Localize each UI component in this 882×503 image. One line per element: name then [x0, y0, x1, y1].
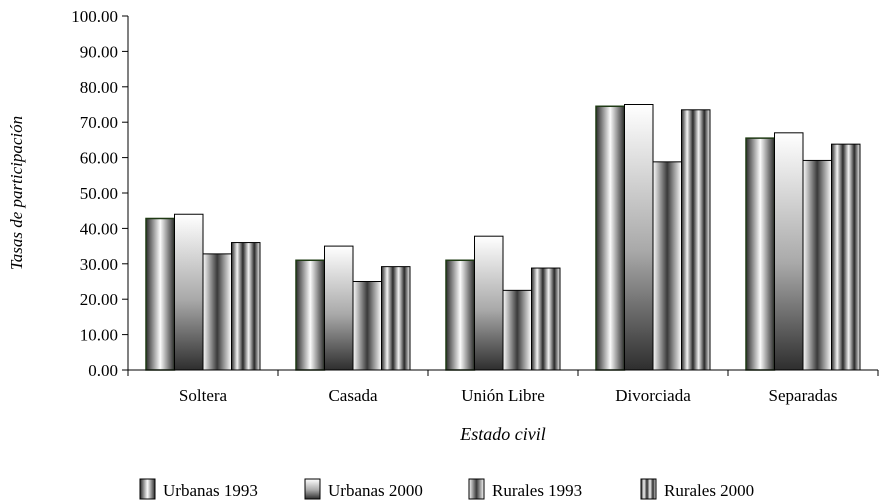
y-tick-label: 80.00	[80, 78, 118, 97]
y-tick-label: 70.00	[80, 113, 118, 132]
bar	[595, 105, 626, 371]
bar	[474, 235, 504, 371]
y-tick-label: 40.00	[80, 219, 118, 238]
bar	[831, 143, 861, 371]
legend-swatch	[468, 478, 485, 500]
y-tick-label: 50.00	[80, 184, 118, 203]
legend-label: Urbanas 2000	[328, 481, 423, 500]
y-tick-label: 60.00	[80, 149, 118, 168]
y-tick-label: 100.00	[71, 7, 118, 26]
bar	[174, 213, 204, 371]
x-tick-label: Casada	[328, 386, 378, 405]
legend-swatch	[304, 478, 321, 500]
bar	[381, 266, 411, 371]
bar	[295, 259, 326, 371]
bar	[774, 132, 804, 371]
bar	[445, 259, 476, 371]
y-axis-title: Tasas de participación	[7, 116, 26, 270]
legend-label: Urbanas 1993	[163, 481, 258, 500]
legend-label: Rurales 2000	[664, 481, 754, 500]
bar	[145, 217, 176, 371]
x-tick-label: Divorciada	[615, 386, 691, 405]
y-tick-label: 30.00	[80, 255, 118, 274]
y-tick-label: 90.00	[80, 42, 118, 61]
y-axis-ticks: 0.00 10.00 20.00 30.00 40.00 50.00 60.00 70.00 8…	[71, 7, 128, 380]
x-tick-label: Unión Libre	[461, 386, 545, 405]
bar	[624, 104, 654, 371]
bar	[652, 161, 682, 371]
bar	[531, 267, 561, 371]
bar	[745, 137, 776, 371]
bar	[352, 281, 382, 371]
bar	[802, 159, 832, 371]
bar	[681, 109, 711, 371]
bar	[502, 289, 532, 371]
y-tick-label: 20.00	[80, 290, 118, 309]
legend-swatch	[139, 478, 156, 500]
bar	[324, 245, 354, 371]
x-axis-ticks: Soltera Casada Unión Libre Divorciada Separa…	[127, 370, 879, 405]
bars	[145, 104, 861, 371]
x-axis-title: Estado civil	[459, 424, 545, 444]
bar	[202, 253, 232, 371]
legend-swatch	[640, 478, 657, 500]
legend-label: Rurales 1993	[492, 481, 582, 500]
x-tick-label: Separadas	[769, 386, 838, 405]
legend: Urbanas 1993 Urbanas 2000 Rurales 1993 Rura…	[139, 478, 754, 500]
x-tick-label: Soltera	[179, 386, 228, 405]
bar	[231, 242, 261, 371]
y-tick-label: 0.00	[88, 361, 118, 380]
y-tick-label: 10.00	[80, 326, 118, 345]
